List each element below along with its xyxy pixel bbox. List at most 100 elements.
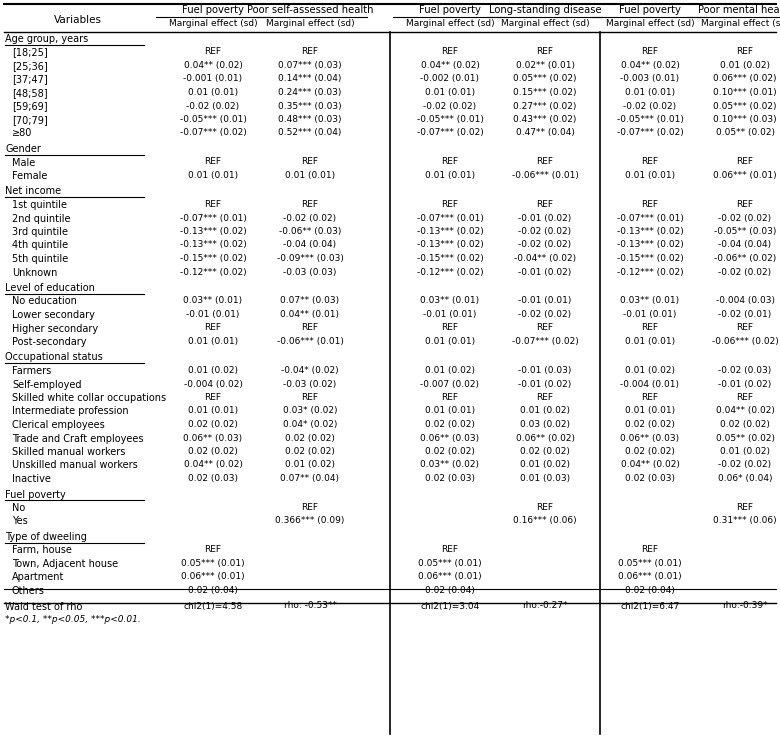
Text: Poor mental health: Poor mental health bbox=[697, 5, 780, 15]
Text: 0.02 (0.03): 0.02 (0.03) bbox=[625, 474, 675, 483]
Text: 1st quintile: 1st quintile bbox=[12, 200, 67, 210]
Text: 0.02 (0.02): 0.02 (0.02) bbox=[625, 447, 675, 456]
Text: REF: REF bbox=[537, 200, 554, 209]
Text: 0.02 (0.02): 0.02 (0.02) bbox=[285, 434, 335, 443]
Text: REF: REF bbox=[302, 48, 318, 57]
Text: 0.01 (0.01): 0.01 (0.01) bbox=[425, 171, 475, 180]
Text: 0.01 (0.01): 0.01 (0.01) bbox=[188, 337, 238, 346]
Text: REF: REF bbox=[441, 158, 459, 167]
Text: -0.02 (0.02): -0.02 (0.02) bbox=[519, 310, 572, 319]
Text: REF: REF bbox=[641, 48, 658, 57]
Text: 0.06*** (0.01): 0.06*** (0.01) bbox=[181, 572, 245, 582]
Text: REF: REF bbox=[302, 324, 318, 333]
Text: 0.02** (0.01): 0.02** (0.01) bbox=[516, 61, 575, 70]
Text: REF: REF bbox=[736, 200, 753, 209]
Text: Intermediate profession: Intermediate profession bbox=[12, 406, 129, 417]
Text: REF: REF bbox=[302, 393, 318, 402]
Text: REF: REF bbox=[537, 48, 554, 57]
Text: Farm, house: Farm, house bbox=[12, 545, 72, 556]
Text: 0.07** (0.03): 0.07** (0.03) bbox=[281, 297, 339, 306]
Text: 0.02 (0.02): 0.02 (0.02) bbox=[625, 420, 675, 429]
Text: Skilled white collar occupations: Skilled white collar occupations bbox=[12, 393, 166, 403]
Text: chi2(1)=4.58: chi2(1)=4.58 bbox=[183, 601, 243, 611]
Text: Town, Adjacent house: Town, Adjacent house bbox=[12, 559, 118, 569]
Text: REF: REF bbox=[736, 48, 753, 57]
Text: -0.01 (0.02): -0.01 (0.02) bbox=[519, 268, 572, 277]
Text: 0.01 (0.02): 0.01 (0.02) bbox=[520, 461, 570, 469]
Text: Post-secondary: Post-secondary bbox=[12, 337, 87, 347]
Text: 0.04** (0.02): 0.04** (0.02) bbox=[621, 61, 679, 70]
Text: Age group, years: Age group, years bbox=[5, 34, 88, 44]
Text: REF: REF bbox=[204, 324, 222, 333]
Text: -0.05*** (0.01): -0.05*** (0.01) bbox=[179, 115, 246, 124]
Text: 0.01 (0.01): 0.01 (0.01) bbox=[625, 88, 675, 97]
Text: REF: REF bbox=[641, 324, 658, 333]
Text: 0.07** (0.04): 0.07** (0.04) bbox=[281, 474, 339, 483]
Text: Marginal effect (sd): Marginal effect (sd) bbox=[606, 19, 694, 28]
Text: -0.01 (0.01): -0.01 (0.01) bbox=[623, 310, 677, 319]
Text: 0.07*** (0.03): 0.07*** (0.03) bbox=[278, 61, 342, 70]
Text: 3rd quintile: 3rd quintile bbox=[12, 227, 68, 237]
Text: Trade and Craft employees: Trade and Craft employees bbox=[12, 434, 144, 443]
Text: REF: REF bbox=[736, 158, 753, 167]
Text: 0.05*** (0.02): 0.05*** (0.02) bbox=[713, 101, 777, 111]
Text: Fuel poverty: Fuel poverty bbox=[182, 5, 244, 15]
Text: *p<0.1, **p<0.05, ***p<0.01.: *p<0.1, **p<0.05, ***p<0.01. bbox=[5, 615, 140, 624]
Text: 0.05*** (0.02): 0.05*** (0.02) bbox=[513, 74, 576, 83]
Text: -0.04** (0.02): -0.04** (0.02) bbox=[514, 254, 576, 263]
Text: Occupational status: Occupational status bbox=[5, 353, 103, 362]
Text: 0.06*** (0.01): 0.06*** (0.01) bbox=[713, 171, 777, 180]
Text: [25;36]: [25;36] bbox=[12, 61, 48, 71]
Text: -0.12*** (0.02): -0.12*** (0.02) bbox=[179, 268, 246, 277]
Text: 0.04** (0.02): 0.04** (0.02) bbox=[183, 61, 243, 70]
Text: 0.02 (0.02): 0.02 (0.02) bbox=[188, 447, 238, 456]
Text: 0.01 (0.02): 0.01 (0.02) bbox=[520, 406, 570, 415]
Text: 0.01 (0.01): 0.01 (0.01) bbox=[425, 406, 475, 415]
Text: Unknown: Unknown bbox=[12, 268, 58, 278]
Text: 0.06** (0.03): 0.06** (0.03) bbox=[183, 434, 243, 443]
Text: 0.06** (0.02): 0.06** (0.02) bbox=[516, 434, 575, 443]
Text: 0.10*** (0.01): 0.10*** (0.01) bbox=[713, 88, 777, 97]
Text: -0.06*** (0.02): -0.06*** (0.02) bbox=[711, 337, 778, 346]
Text: Skilled manual workers: Skilled manual workers bbox=[12, 447, 126, 457]
Text: Apartment: Apartment bbox=[12, 572, 65, 583]
Text: 5th quintile: 5th quintile bbox=[12, 254, 69, 264]
Text: REF: REF bbox=[537, 324, 554, 333]
Text: REF: REF bbox=[441, 545, 459, 554]
Text: -0.003 (0.01): -0.003 (0.01) bbox=[620, 74, 679, 83]
Text: -0.07*** (0.01): -0.07*** (0.01) bbox=[417, 214, 484, 222]
Text: 0.48*** (0.03): 0.48*** (0.03) bbox=[278, 115, 342, 124]
Text: REF: REF bbox=[736, 324, 753, 333]
Text: 0.03* (0.02): 0.03* (0.02) bbox=[282, 406, 337, 415]
Text: 0.01 (0.01): 0.01 (0.01) bbox=[625, 337, 675, 346]
Text: Fuel poverty: Fuel poverty bbox=[5, 490, 66, 499]
Text: Type of dweeling: Type of dweeling bbox=[5, 532, 87, 542]
Text: -0.13*** (0.02): -0.13*** (0.02) bbox=[179, 240, 246, 249]
Text: 0.03 (0.02): 0.03 (0.02) bbox=[520, 420, 570, 429]
Text: 0.03** (0.01): 0.03** (0.01) bbox=[420, 297, 480, 306]
Text: Unskilled manual workers: Unskilled manual workers bbox=[12, 461, 138, 470]
Text: -0.07*** (0.01): -0.07*** (0.01) bbox=[179, 214, 246, 222]
Text: 0.31*** (0.06): 0.31*** (0.06) bbox=[713, 516, 777, 525]
Text: 0.01 (0.02): 0.01 (0.02) bbox=[720, 61, 770, 70]
Text: 0.04** (0.02): 0.04** (0.02) bbox=[715, 406, 775, 415]
Text: REF: REF bbox=[302, 503, 318, 512]
Text: 0.02 (0.02): 0.02 (0.02) bbox=[720, 420, 770, 429]
Text: REF: REF bbox=[441, 48, 459, 57]
Text: -0.05*** (0.01): -0.05*** (0.01) bbox=[417, 115, 484, 124]
Text: -0.01 (0.03): -0.01 (0.03) bbox=[519, 366, 572, 375]
Text: 0.06** (0.03): 0.06** (0.03) bbox=[620, 434, 679, 443]
Text: REF: REF bbox=[736, 503, 753, 512]
Text: REF: REF bbox=[302, 200, 318, 209]
Text: -0.12*** (0.02): -0.12*** (0.02) bbox=[617, 268, 683, 277]
Text: REF: REF bbox=[441, 200, 459, 209]
Text: -0.06** (0.03): -0.06** (0.03) bbox=[278, 227, 341, 236]
Text: 0.16*** (0.06): 0.16*** (0.06) bbox=[513, 516, 577, 525]
Text: -0.07*** (0.01): -0.07*** (0.01) bbox=[616, 214, 683, 222]
Text: -0.13*** (0.02): -0.13*** (0.02) bbox=[617, 227, 683, 236]
Text: 0.02 (0.02): 0.02 (0.02) bbox=[425, 447, 475, 456]
Text: -0.02 (0.02): -0.02 (0.02) bbox=[718, 214, 771, 222]
Text: Female: Female bbox=[12, 171, 48, 181]
Text: 0.06*** (0.01): 0.06*** (0.01) bbox=[619, 572, 682, 582]
Text: Long-standing disease: Long-standing disease bbox=[489, 5, 601, 15]
